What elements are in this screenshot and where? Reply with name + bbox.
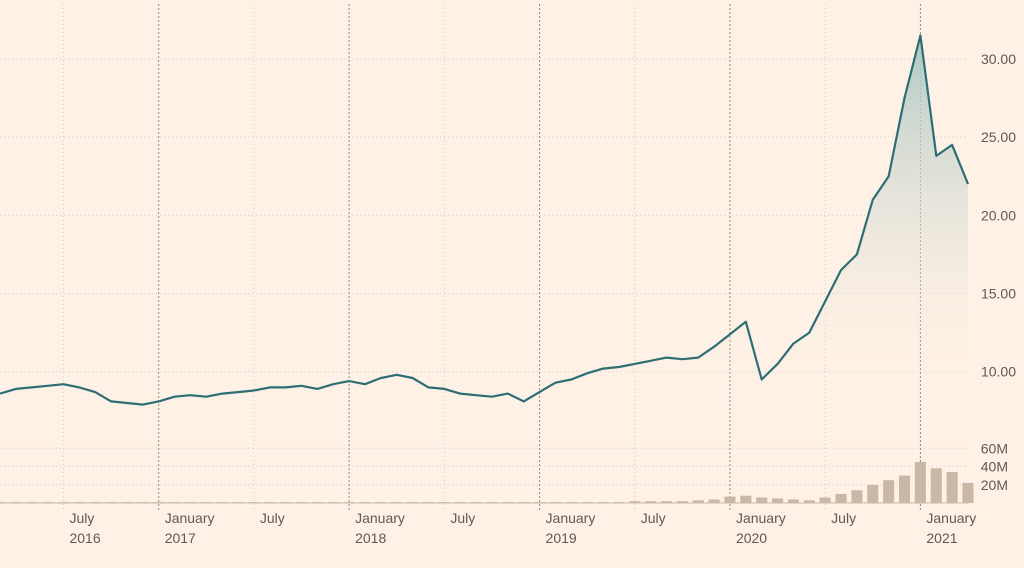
volume-bar <box>867 484 879 504</box>
price-tick-label: 10.00 <box>981 364 1016 380</box>
volume-bar <box>708 499 720 503</box>
x-year-label: 2018 <box>355 530 386 546</box>
volume-bar <box>676 501 688 503</box>
volume-bar <box>645 501 657 503</box>
volume-bar <box>930 468 942 503</box>
x-year-label: 2019 <box>546 530 577 546</box>
volume-bar <box>962 482 974 503</box>
volume-bar <box>883 480 895 503</box>
price-area <box>0 35 968 405</box>
x-tick-label: July <box>831 510 856 526</box>
price-line-group <box>0 34 970 406</box>
x-tick-label: January <box>355 510 405 526</box>
volume-bar <box>660 501 672 503</box>
x-year-label: 2017 <box>165 530 196 546</box>
x-tick-label: January <box>926 510 976 526</box>
volume-tick-label: 20M <box>981 477 1008 493</box>
price-tick-label: 25.00 <box>981 129 1016 145</box>
price-tick-label: 30.00 <box>981 51 1016 67</box>
price-tick-label: 20.00 <box>981 207 1016 223</box>
volume-bar <box>914 461 926 503</box>
x-tick-label: July <box>69 510 94 526</box>
x-tick-label: July <box>450 510 475 526</box>
volume-bar <box>740 495 752 503</box>
x-year-label: 2021 <box>926 530 957 546</box>
volume-tick-label: 60M <box>981 440 1008 456</box>
price-tick-label: 15.00 <box>981 286 1016 302</box>
axes: 10.00 15.00 20.00 25.00 30.00 20M 40M 60M July 20… <box>0 51 1016 546</box>
x-tick-label: January <box>736 510 786 526</box>
volume-bar <box>851 490 863 503</box>
volume-bar <box>899 475 911 503</box>
x-tick-label: July <box>260 510 285 526</box>
volume-bar <box>819 497 831 503</box>
price-area-fill <box>0 35 968 405</box>
volume-bar <box>724 496 736 503</box>
volume-bar <box>803 500 815 503</box>
volume-bars <box>0 461 974 504</box>
volume-bar <box>772 498 784 503</box>
x-tick-label: July <box>641 510 666 526</box>
volume-bar <box>946 472 958 503</box>
x-tick-label: January <box>546 510 596 526</box>
volume-bar <box>787 499 799 503</box>
x-year-label: 2016 <box>69 530 100 546</box>
grid <box>0 4 968 512</box>
volume-tick-label: 40M <box>981 459 1008 475</box>
volume-bar <box>835 493 847 503</box>
volume-bar <box>756 497 768 503</box>
volume-bar <box>692 500 704 503</box>
volume-bar <box>629 501 641 503</box>
x-year-label: 2020 <box>736 530 767 546</box>
price-line <box>0 34 970 406</box>
x-tick-label: January <box>165 510 215 526</box>
